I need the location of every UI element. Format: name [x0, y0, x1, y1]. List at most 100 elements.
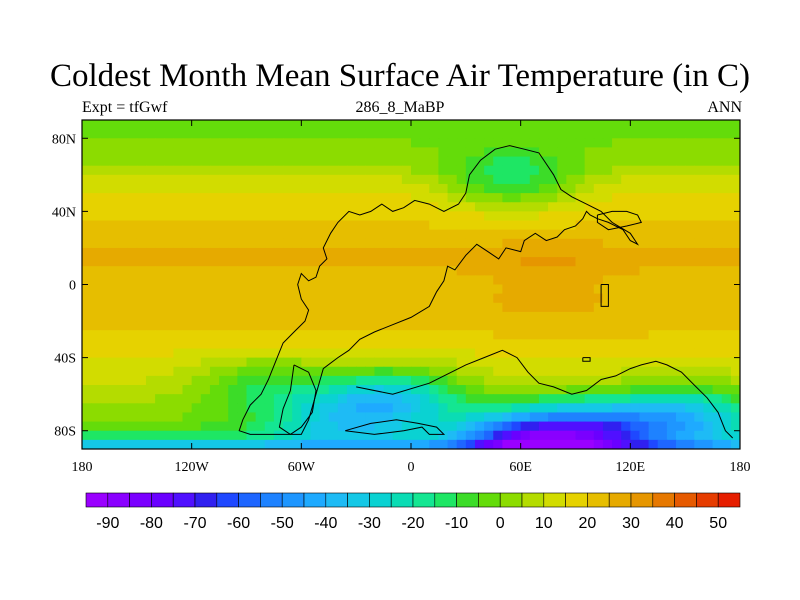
field-cell: [576, 403, 586, 413]
field-cell: [493, 166, 503, 176]
field-cell: [457, 312, 467, 322]
field-cell: [457, 303, 467, 313]
field-cell: [557, 403, 567, 413]
field-cell: [685, 193, 695, 203]
field-cell: [183, 330, 193, 340]
field-cell: [429, 211, 439, 221]
field-cell: [329, 303, 339, 313]
field-cell: [192, 157, 202, 167]
field-cell: [310, 157, 320, 167]
field-cell: [548, 147, 558, 157]
field-cell: [356, 138, 366, 148]
field-cell: [576, 157, 586, 167]
field-cell: [576, 120, 586, 130]
field-cell: [722, 211, 732, 221]
field-cell: [420, 211, 430, 221]
field-cell: [603, 321, 613, 331]
colorbar-swatch: [544, 493, 566, 507]
field-cell: [530, 440, 540, 450]
field-cell: [91, 431, 101, 441]
field-cell: [548, 202, 558, 212]
field-cell: [119, 367, 129, 377]
colorbar-label: 50: [709, 515, 727, 532]
field-cell: [667, 330, 677, 340]
field-cell: [283, 221, 293, 231]
field-cell: [429, 266, 439, 276]
field-cell: [119, 412, 129, 422]
colorbar-swatch: [304, 493, 326, 507]
field-cell: [338, 211, 348, 221]
field-cell: [320, 330, 330, 340]
field-cell: [649, 303, 659, 313]
field-cell: [374, 193, 384, 203]
field-cell: [512, 294, 522, 304]
field-cell: [438, 257, 448, 267]
field-cell: [576, 303, 586, 313]
field-cell: [466, 440, 476, 450]
field-cell: [448, 184, 458, 194]
field-cell: [82, 184, 92, 194]
field-cell: [612, 312, 622, 322]
field-cell: [146, 248, 156, 258]
field-cell: [155, 230, 165, 240]
field-cell: [265, 230, 275, 240]
field-cell: [356, 403, 366, 413]
field-cell: [484, 129, 494, 139]
field-cell: [374, 239, 384, 249]
field-cell: [201, 321, 211, 331]
field-cell: [539, 266, 549, 276]
field-cell: [274, 211, 284, 221]
field-cell: [667, 385, 677, 395]
field-cell: [612, 440, 622, 450]
field-cell: [621, 239, 631, 249]
field-cell: [164, 184, 174, 194]
field-cell: [374, 312, 384, 322]
field-cell: [91, 385, 101, 395]
field-cell: [722, 239, 732, 249]
field-cell: [493, 358, 503, 368]
field-cell: [329, 422, 339, 432]
field-cell: [576, 221, 586, 231]
field-cell: [731, 175, 741, 185]
field-cell: [429, 138, 439, 148]
field-cell: [621, 376, 631, 386]
field-cell: [420, 358, 430, 368]
field-cell: [621, 358, 631, 368]
field-cell: [137, 376, 147, 386]
field-cell: [557, 147, 567, 157]
field-cell: [237, 157, 247, 167]
field-cell: [347, 184, 357, 194]
field-cell: [228, 157, 238, 167]
field-cell: [219, 120, 229, 130]
field-cell: [411, 166, 421, 176]
field-cell: [630, 394, 640, 404]
field-cell: [703, 184, 713, 194]
field-cell: [137, 175, 147, 185]
field-cell: [119, 221, 129, 231]
field-cell: [384, 129, 394, 139]
field-cell: [411, 175, 421, 185]
field-cell: [594, 184, 604, 194]
field-cell: [128, 431, 138, 441]
field-cell: [128, 367, 138, 377]
field-cell: [338, 367, 348, 377]
field-cell: [91, 348, 101, 358]
field-cell: [429, 175, 439, 185]
field-cell: [658, 321, 668, 331]
field-cell: [694, 230, 704, 240]
field-cell: [448, 275, 458, 285]
field-cell: [429, 120, 439, 130]
field-cell: [155, 120, 165, 130]
field-cell: [119, 230, 129, 240]
field-cell: [731, 239, 741, 249]
field-cell: [365, 431, 375, 441]
field-cell: [82, 230, 92, 240]
field-cell: [310, 129, 320, 139]
field-cell: [475, 303, 485, 313]
field-cell: [329, 312, 339, 322]
field-cell: [466, 422, 476, 432]
field-cell: [713, 257, 723, 267]
field-cell: [109, 157, 119, 167]
field-cell: [393, 403, 403, 413]
field-cell: [676, 431, 686, 441]
